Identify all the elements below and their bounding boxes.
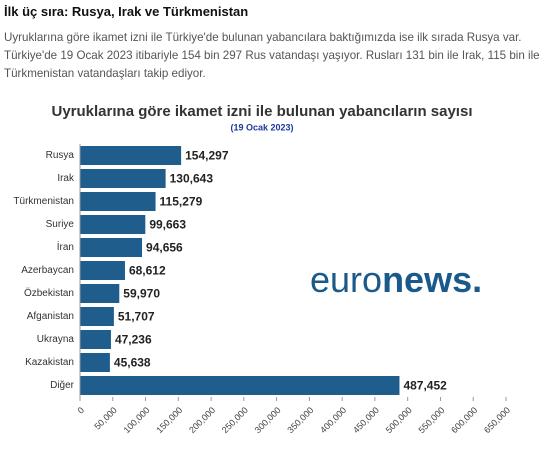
y-tick-label: Türkmenistan bbox=[13, 196, 74, 207]
article: İlk üç sıra: Rusya, Irak ve Türkmenistan… bbox=[4, 4, 540, 83]
y-tick-label: Kazakistan bbox=[25, 357, 74, 368]
y-tick-label: Ukrayna bbox=[37, 334, 75, 345]
x-tick-label: 100,000 bbox=[122, 405, 152, 435]
chart-subtitle: (19 Ocak 2023) bbox=[230, 122, 293, 132]
x-tick-label: 400,000 bbox=[318, 405, 348, 435]
x-tick-label: 600,000 bbox=[449, 405, 479, 435]
x-tick-label: 500,000 bbox=[384, 405, 414, 435]
value-label: 154,297 bbox=[185, 149, 229, 163]
x-tick-label: 0 bbox=[75, 405, 86, 416]
bar bbox=[80, 169, 166, 188]
x-tick-label: 350,000 bbox=[285, 405, 315, 435]
bar bbox=[80, 238, 143, 257]
value-label: 47,236 bbox=[115, 333, 152, 347]
bar bbox=[80, 146, 182, 165]
y-tick-label: İran bbox=[57, 240, 74, 253]
chart-title: Uyruklarına göre ikamet izni ile bulunan… bbox=[52, 103, 473, 120]
value-label: 59,970 bbox=[123, 287, 160, 301]
x-tick-label: 250,000 bbox=[220, 405, 250, 435]
x-tick-label: 200,000 bbox=[187, 405, 217, 435]
logo-part: news bbox=[382, 259, 472, 300]
logo-part: euro bbox=[310, 259, 382, 300]
y-tick-label: Azerbaycan bbox=[21, 265, 74, 276]
x-tick-label: 150,000 bbox=[154, 405, 184, 435]
paragraph: Uyruklarına göre ikamet izni ile Türkiye… bbox=[4, 31, 540, 80]
value-label: 115,279 bbox=[160, 195, 203, 209]
bar bbox=[80, 261, 125, 280]
bar bbox=[80, 215, 146, 234]
y-tick-label: Özbekistan bbox=[24, 287, 74, 299]
y-tick-label: Irak bbox=[57, 173, 75, 184]
logo-part: . bbox=[472, 259, 482, 300]
value-label: 94,656 bbox=[146, 241, 183, 255]
x-tick-label: 300,000 bbox=[253, 405, 283, 435]
bar bbox=[80, 330, 111, 349]
bar bbox=[80, 284, 120, 303]
value-label: 51,707 bbox=[118, 310, 155, 324]
bar bbox=[80, 307, 114, 326]
bar bbox=[80, 192, 156, 211]
y-tick-label: Rusya bbox=[46, 150, 75, 161]
value-label: 45,638 bbox=[114, 356, 151, 370]
x-tick-label: 650,000 bbox=[482, 405, 512, 435]
bar bbox=[80, 353, 110, 372]
value-label: 68,612 bbox=[129, 264, 166, 278]
y-tick-label: Diğer bbox=[50, 380, 75, 391]
x-tick-label: 450,000 bbox=[351, 405, 381, 435]
x-tick-label: 50,000 bbox=[92, 405, 119, 432]
value-label: 487,452 bbox=[403, 379, 447, 393]
heading: İlk üç sıra: Rusya, Irak ve Türkmenistan bbox=[4, 4, 249, 19]
logo: euronews. bbox=[310, 259, 482, 300]
bar bbox=[80, 376, 400, 395]
value-label: 99,663 bbox=[149, 218, 186, 232]
y-tick-label: Afganistan bbox=[27, 311, 74, 322]
value-label: 130,643 bbox=[170, 172, 214, 186]
x-tick-label: 550,000 bbox=[416, 405, 446, 435]
y-tick-label: Suriye bbox=[46, 219, 75, 230]
